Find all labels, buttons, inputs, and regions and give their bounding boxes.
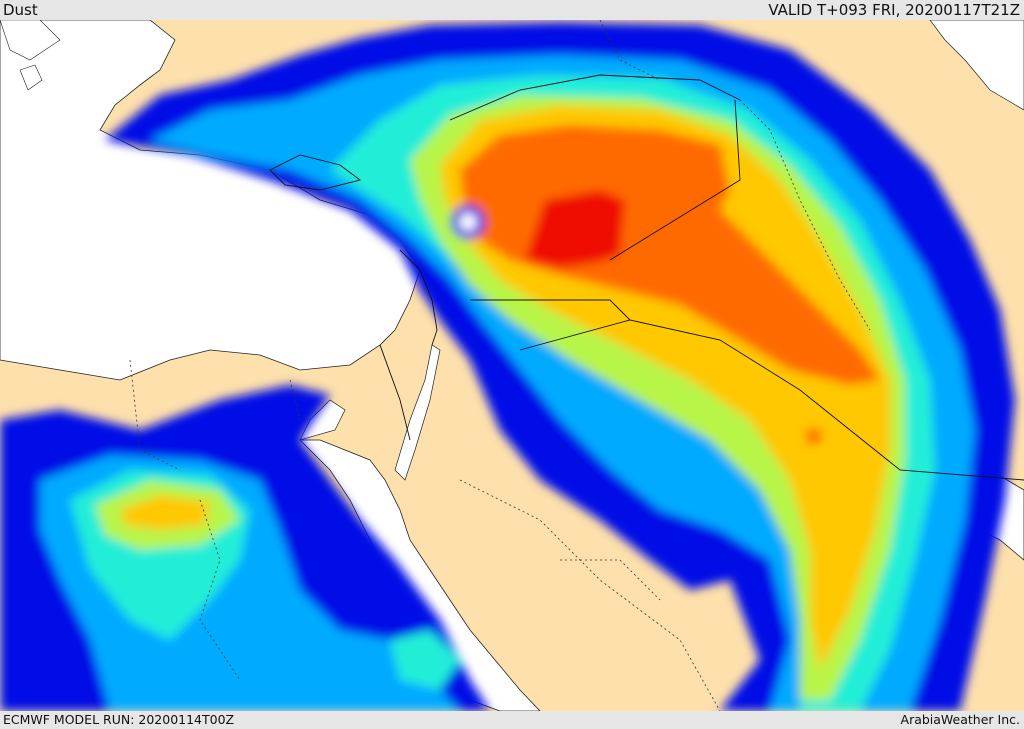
turkey-syria-border	[449, 74, 741, 121]
cyprus	[269, 154, 362, 191]
dust-forecast-map	[0, 20, 1024, 711]
jordan-border	[470, 299, 631, 321]
model-run-label: ECMWF MODEL RUN: 20200114T00Z	[3, 712, 235, 727]
borders-layer	[269, 74, 1024, 481]
dust-level-7	[525, 190, 625, 268]
gulf-of-aqaba	[394, 344, 441, 481]
saudi-border	[519, 319, 1024, 481]
egypt-israel-border	[379, 344, 411, 441]
dust-level-3-pocket	[390, 630, 460, 690]
region-borders-dotted	[129, 20, 871, 711]
product-title: Dust	[3, 1, 38, 19]
footer-bar: ECMWF MODEL RUN: 20200114T00Z ArabiaWeat…	[0, 711, 1024, 729]
title-bar: Dust VALID T+093 FRI, 20200117T21Z	[0, 0, 1024, 20]
valid-time: VALID T+093 FRI, 20200117T21Z	[768, 1, 1020, 19]
iraq-border	[609, 99, 741, 261]
aegean-islands	[0, 20, 61, 91]
credit-label: ArabiaWeather Inc.	[900, 712, 1020, 727]
dust-level-6-pocket	[805, 428, 822, 445]
caspian-sea	[929, 20, 1024, 111]
dust-level-5-south	[120, 495, 210, 530]
dust-concentration-layer	[0, 22, 1015, 711]
levant-coast	[399, 249, 438, 346]
dust-level-6	[460, 125, 880, 385]
